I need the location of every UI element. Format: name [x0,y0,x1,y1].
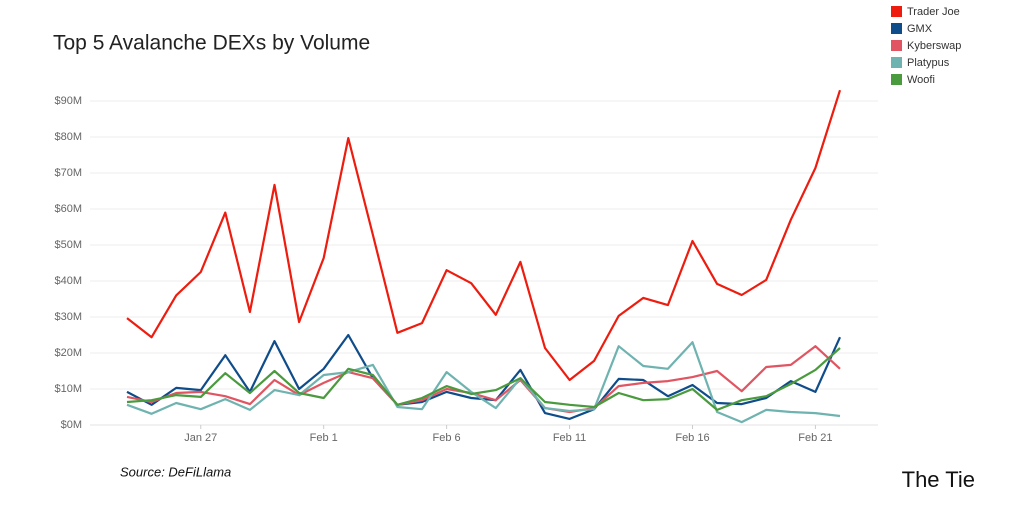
y-tick-label: $10M [54,383,82,395]
y-tick-label: $60M [54,203,82,215]
chart-title: Top 5 Avalanche DEXs by Volume [53,32,370,55]
legend-label: GMX [907,23,933,35]
y-tick-label: $30M [54,311,82,323]
y-tick-label: $40M [54,275,82,287]
legend-label: Platypus [907,57,950,69]
legend-swatch [891,6,902,17]
logo: The Tie [902,467,975,492]
legend-label: Woofi [907,74,935,86]
x-tick-label: Jan 27 [184,432,217,444]
x-tick-label: Feb 21 [798,432,832,444]
x-tick-label: Feb 11 [553,432,586,444]
series-line [126,89,842,382]
series-line [126,347,841,411]
source: Source: DeFiLlama [120,464,231,479]
y-tick-label: $90M [54,95,82,107]
legend-label: Kyberswap [907,40,961,52]
series-line [126,345,841,414]
y-tick-label: $50M [54,239,82,251]
y-tick-label: $80M [54,131,82,143]
x-tick-label: Feb 1 [310,432,338,444]
y-tick-label: $0M [61,419,82,431]
legend-swatch [891,74,902,85]
series-line [126,341,841,424]
legend-swatch [891,23,902,34]
y-tick-label: $20M [54,347,82,359]
legend-swatch [891,57,902,68]
x-tick-label: Feb 6 [433,432,461,444]
legend-swatch [891,40,902,51]
y-tick-label: $70M [54,167,82,179]
legend-label: Trader Joe [907,6,960,18]
x-tick-label: Feb 16 [675,432,709,444]
